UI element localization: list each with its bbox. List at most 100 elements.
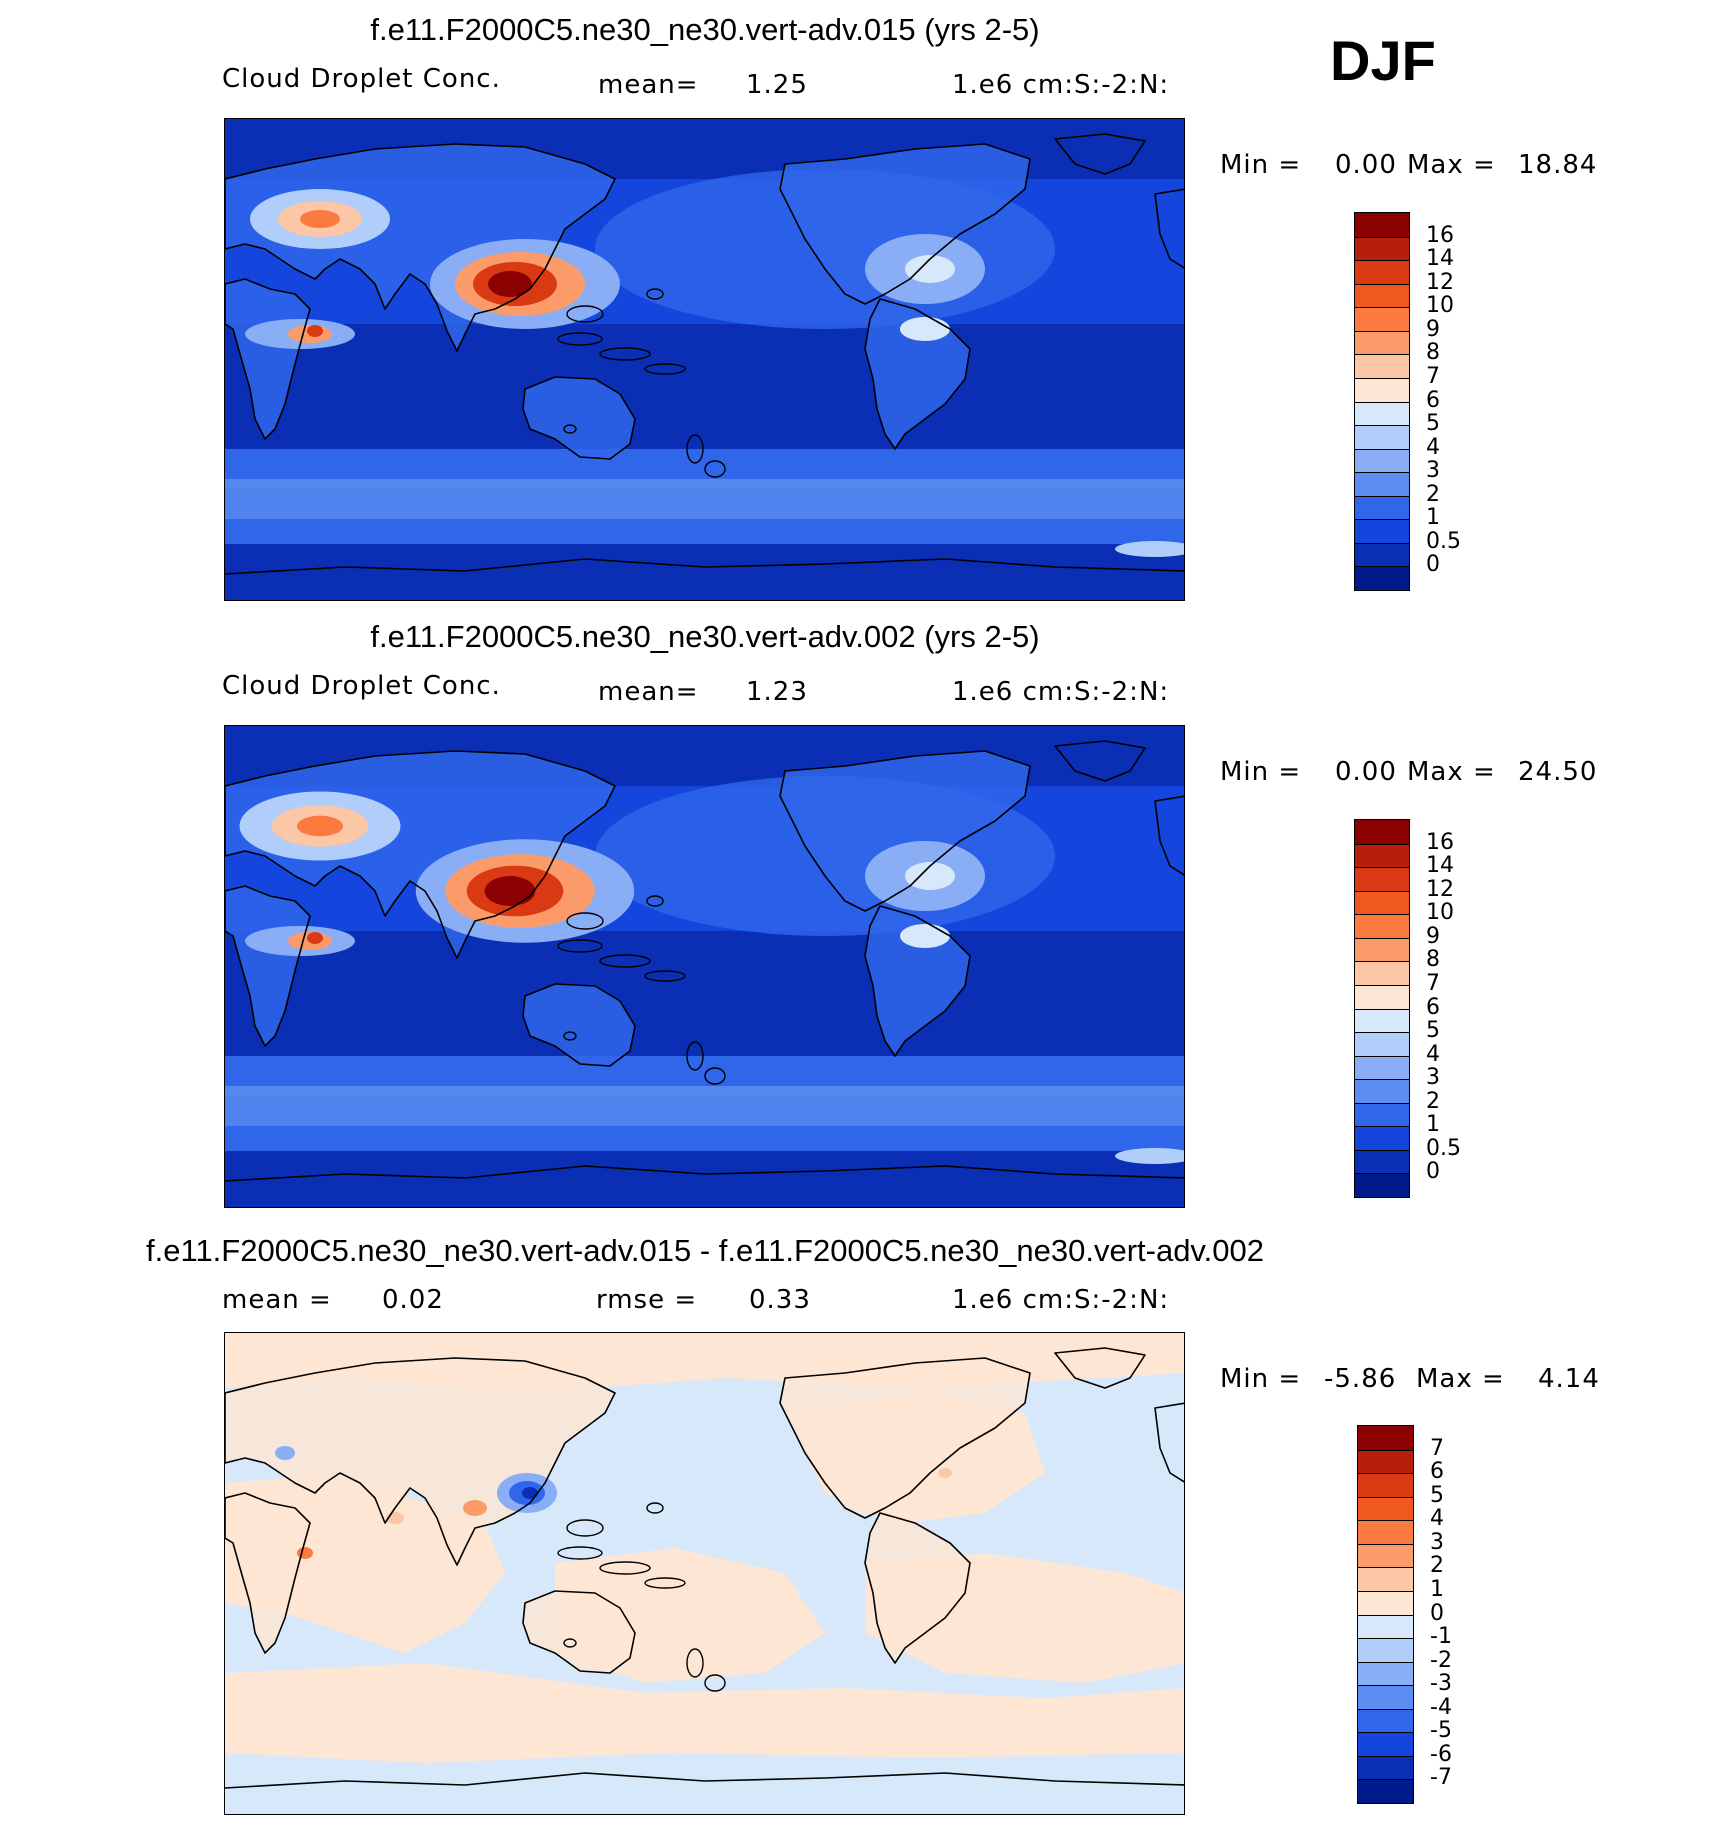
colorbar-swatch bbox=[1355, 914, 1409, 938]
panel-1-variable-label: Cloud Droplet Conc. bbox=[222, 64, 501, 94]
panel-1-min-label: Min = bbox=[1220, 150, 1302, 180]
colorbar-tick-label: -6 bbox=[1430, 1741, 1452, 1767]
colorbar-tick-label: 7 bbox=[1426, 363, 1440, 389]
colorbar-swatch bbox=[1355, 495, 1409, 520]
panel-1-title: f.e11.F2000C5.ne30_ne30.vert-adv.015 (yr… bbox=[370, 12, 1040, 47]
colorbar-swatch bbox=[1355, 448, 1409, 473]
colorbar-swatch bbox=[1355, 354, 1409, 378]
colorbar-tick-label: 1 bbox=[1430, 1576, 1444, 1602]
panel-3-map bbox=[224, 1332, 1185, 1815]
colorbar-tick-label: 10 bbox=[1426, 900, 1454, 926]
colorbar-swatch bbox=[1358, 1590, 1413, 1615]
colorbar-tick-label: 16 bbox=[1426, 829, 1454, 855]
colorbar-swatch bbox=[1355, 1149, 1409, 1174]
colorbar-tick-label: 2 bbox=[1426, 1088, 1440, 1114]
colorbar-swatch bbox=[1358, 1708, 1413, 1733]
colorbar-swatch bbox=[1358, 1661, 1413, 1686]
colorbar-swatch bbox=[1355, 1079, 1409, 1103]
colorbar-swatch bbox=[1355, 213, 1409, 237]
colorbar-swatch bbox=[1355, 1032, 1409, 1056]
panel-2-max-label: Max = bbox=[1407, 757, 1496, 787]
season-label: DJF bbox=[1330, 29, 1436, 92]
colorbar-tick-label: 8 bbox=[1426, 340, 1440, 366]
panel-2-variable-label: Cloud Droplet Conc. bbox=[222, 671, 501, 701]
colorbar-tick-label: 2 bbox=[1430, 1553, 1444, 1579]
panel-3-max-value: 4.14 bbox=[1538, 1364, 1600, 1394]
panel-3-min-value: -5.86 bbox=[1324, 1364, 1397, 1394]
panel-3-mean-value: 0.02 bbox=[382, 1285, 444, 1315]
colorbar-swatch bbox=[1358, 1779, 1413, 1803]
colorbar-tick-label: 0 bbox=[1426, 552, 1440, 578]
colorbar-tick-label: -5 bbox=[1430, 1718, 1452, 1744]
colorbar-swatch bbox=[1355, 961, 1409, 985]
colorbar-tick-label: 12 bbox=[1426, 269, 1454, 295]
panel-2-min-label: Min = bbox=[1220, 757, 1302, 787]
panel-1-max-value: 18.84 bbox=[1518, 150, 1598, 180]
colorbar-swatch bbox=[1358, 1614, 1413, 1639]
colorbar-tick-label: 9 bbox=[1426, 316, 1440, 342]
panel-2-map bbox=[224, 725, 1185, 1208]
colorbar-tick-label: 0.5 bbox=[1426, 528, 1461, 554]
colorbar-tick-label: 4 bbox=[1430, 1506, 1444, 1532]
colorbar-tick-label: 14 bbox=[1426, 853, 1454, 879]
colorbar-tick-label: 16 bbox=[1426, 222, 1454, 248]
panel-1-colorbar-labels: 16 14 12 10 9 8 7 6 5 4 3 2 1 0.5 0 bbox=[1426, 212, 1506, 591]
panel-2-min-value: 0.00 bbox=[1335, 757, 1397, 787]
colorbar-tick-label: 4 bbox=[1426, 1041, 1440, 1067]
panel-1-colorbar bbox=[1354, 212, 1410, 591]
colorbar-swatch bbox=[1358, 1473, 1413, 1497]
panel-3-units: 1.e6 cm:S:-2:N: bbox=[952, 1285, 1170, 1315]
colorbar-swatch bbox=[1355, 425, 1409, 449]
panel-1-max-label: Max = bbox=[1407, 150, 1496, 180]
colorbar-swatch bbox=[1355, 542, 1409, 567]
panel-3-title: f.e11.F2000C5.ne30_ne30.vert-adv.015 - f… bbox=[146, 1233, 1264, 1268]
panel-1-units: 1.e6 cm:S:-2:N: bbox=[952, 70, 1170, 100]
colorbar-swatch bbox=[1358, 1638, 1413, 1662]
colorbar-tick-label: 3 bbox=[1426, 458, 1440, 484]
colorbar-swatch bbox=[1358, 1732, 1413, 1756]
colorbar-tick-label: -7 bbox=[1430, 1765, 1452, 1791]
colorbar-swatch bbox=[1355, 1102, 1409, 1127]
panel-2-units: 1.e6 cm:S:-2:N: bbox=[952, 677, 1170, 707]
colorbar-swatch bbox=[1355, 820, 1409, 844]
panel-1-mean-value: 1.25 bbox=[746, 70, 808, 100]
panel-1-map bbox=[224, 118, 1185, 601]
panel-3-rmse-value: 0.33 bbox=[749, 1285, 811, 1315]
colorbar-tick-label: 1 bbox=[1426, 505, 1440, 531]
colorbar-tick-label: 6 bbox=[1426, 994, 1440, 1020]
colorbar-tick-label: 4 bbox=[1426, 434, 1440, 460]
colorbar-swatch bbox=[1355, 1008, 1409, 1033]
colorbar-swatch bbox=[1358, 1496, 1413, 1521]
colorbar-swatch bbox=[1355, 890, 1409, 915]
colorbar-tick-label: 8 bbox=[1426, 947, 1440, 973]
colorbar-swatch bbox=[1355, 283, 1409, 308]
colorbar-tick-label: 3 bbox=[1426, 1065, 1440, 1091]
colorbar-swatch bbox=[1358, 1685, 1413, 1709]
colorbar-swatch bbox=[1355, 1173, 1409, 1197]
panel-1-mean-label: mean= bbox=[598, 70, 699, 100]
panel-2-colorbar-labels: 16 14 12 10 9 8 7 6 5 4 3 2 1 0.5 0 bbox=[1426, 819, 1506, 1198]
colorbar-swatch bbox=[1355, 377, 1409, 402]
colorbar-swatch bbox=[1358, 1426, 1413, 1450]
colorbar-swatch bbox=[1355, 867, 1409, 891]
colorbar-swatch bbox=[1355, 236, 1409, 261]
colorbar-tick-label: 0.5 bbox=[1426, 1135, 1461, 1161]
colorbar-tick-label: -1 bbox=[1430, 1624, 1452, 1650]
colorbar-tick-label: 1 bbox=[1426, 1112, 1440, 1138]
colorbar-swatch bbox=[1358, 1543, 1413, 1568]
colorbar-tick-label: 9 bbox=[1426, 923, 1440, 949]
colorbar-tick-label: 6 bbox=[1430, 1459, 1444, 1485]
colorbar-tick-label: 0 bbox=[1430, 1600, 1444, 1626]
colorbar-tick-label: -3 bbox=[1430, 1671, 1452, 1697]
panel-3-rmse-label: rmse = bbox=[596, 1285, 698, 1315]
colorbar-tick-label: 5 bbox=[1430, 1482, 1444, 1508]
panel-3-mean-label: mean = bbox=[222, 1285, 332, 1315]
colorbar-swatch bbox=[1358, 1520, 1413, 1544]
colorbar-tick-label: 2 bbox=[1426, 481, 1440, 507]
panel-3-max-label: Max = bbox=[1416, 1364, 1505, 1394]
colorbar-swatch bbox=[1355, 984, 1409, 1009]
colorbar-swatch bbox=[1355, 1126, 1409, 1150]
colorbar-swatch bbox=[1355, 401, 1409, 426]
colorbar-tick-label: 0 bbox=[1426, 1159, 1440, 1185]
panel-3-colorbar bbox=[1357, 1425, 1414, 1804]
